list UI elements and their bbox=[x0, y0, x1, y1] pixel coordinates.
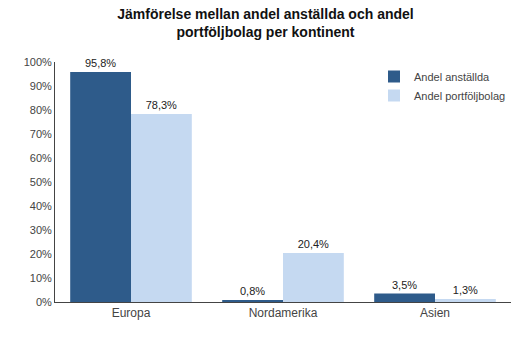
svg-text:70%: 70% bbox=[30, 128, 52, 140]
svg-text:Andel anställda: Andel anställda bbox=[414, 71, 490, 83]
svg-text:Asien: Asien bbox=[420, 306, 450, 320]
svg-text:Europa: Europa bbox=[112, 306, 151, 320]
svg-text:100%: 100% bbox=[24, 56, 52, 68]
svg-text:95,8%: 95,8% bbox=[85, 57, 116, 69]
svg-text:78,3%: 78,3% bbox=[146, 99, 177, 111]
svg-text:3,5%: 3,5% bbox=[392, 279, 417, 291]
svg-text:60%: 60% bbox=[30, 152, 52, 164]
svg-text:Andel portföljbolag: Andel portföljbolag bbox=[414, 90, 505, 102]
svg-text:1,3%: 1,3% bbox=[453, 284, 478, 296]
svg-text:90%: 90% bbox=[30, 80, 52, 92]
svg-text:30%: 30% bbox=[30, 224, 52, 236]
svg-text:40%: 40% bbox=[30, 200, 52, 212]
svg-text:Jämförelse mellan andel anstäl: Jämförelse mellan andel anställda och an… bbox=[117, 6, 413, 40]
svg-text:0%: 0% bbox=[36, 296, 52, 308]
svg-text:50%: 50% bbox=[30, 176, 52, 188]
svg-text:20%: 20% bbox=[30, 248, 52, 260]
svg-text:0,8%: 0,8% bbox=[240, 285, 265, 297]
svg-text:Nordamerika: Nordamerika bbox=[249, 306, 318, 320]
svg-text:80%: 80% bbox=[30, 104, 52, 116]
svg-text:10%: 10% bbox=[30, 272, 52, 284]
svg-text:20,4%: 20,4% bbox=[298, 238, 329, 250]
